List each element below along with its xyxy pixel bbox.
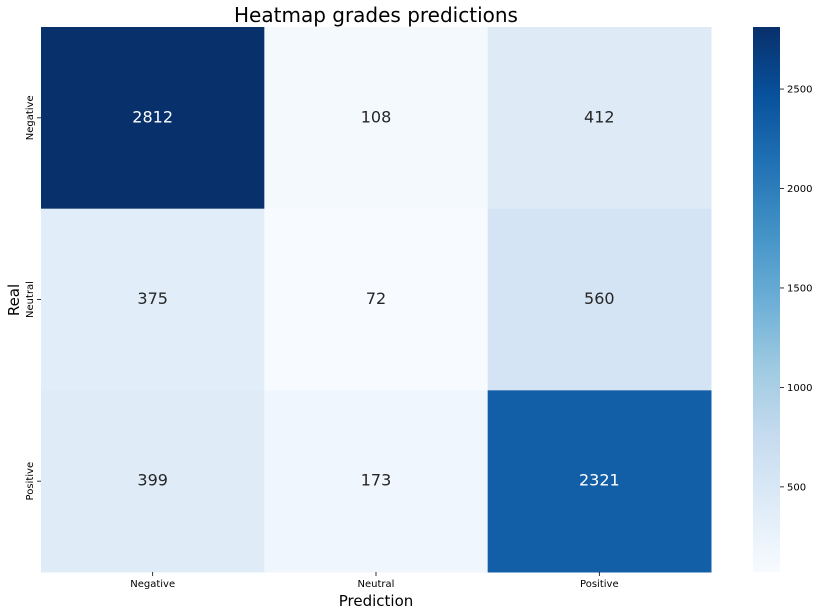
y-tick-label: Positive — [25, 462, 36, 501]
cell-value-label: 2321 — [579, 471, 620, 490]
colorbar — [753, 27, 780, 572]
cell-value-label: 72 — [366, 289, 386, 308]
colorbar-tick-label: 2000 — [787, 184, 812, 195]
heatmap-cell — [264, 208, 489, 391]
heatmap-cells: 2812 108 412 375 72 560 399 173 2321 — [41, 27, 712, 573]
y-tick-label: Neutral — [25, 281, 36, 318]
heatmap-cell — [487, 390, 712, 573]
heatmap-cell — [41, 390, 265, 573]
heatmap-cell — [41, 27, 265, 210]
colorbar-tick-label: 1000 — [787, 383, 812, 394]
x-axis-ticks: Negative Neutral Positive — [130, 572, 619, 590]
heatmap-cell — [487, 208, 712, 391]
x-tick-label: Positive — [580, 579, 619, 590]
cell-value-label: 560 — [584, 289, 615, 308]
x-tick-label: Neutral — [358, 579, 395, 590]
heatmap-cell — [41, 208, 265, 391]
y-axis-title: Real — [5, 284, 23, 316]
cell-value-label: 399 — [137, 471, 168, 490]
colorbar-tick-label: 2500 — [787, 85, 812, 96]
cell-value-label: 412 — [584, 107, 615, 126]
heatmap-cell — [264, 27, 489, 210]
cell-value-label: 2812 — [132, 107, 173, 126]
cell-value-label: 108 — [361, 107, 392, 126]
x-tick-label: Negative — [130, 579, 175, 590]
y-axis-ticks: Negative Neutral Positive — [25, 95, 41, 500]
cell-value-label: 173 — [361, 471, 392, 490]
y-tick-label: Negative — [25, 95, 36, 140]
cell-value-label: 375 — [137, 289, 168, 308]
colorbar-ticks: 500 1000 1500 2000 2500 — [780, 85, 812, 493]
x-axis-title: Prediction — [339, 592, 414, 610]
heatmap-cell — [264, 390, 489, 573]
chart-title: Heatmap grades predictions — [234, 3, 518, 27]
colorbar-tick-label: 1500 — [787, 283, 812, 294]
colorbar-tick-label: 500 — [787, 482, 806, 493]
heatmap-cell — [487, 27, 712, 210]
